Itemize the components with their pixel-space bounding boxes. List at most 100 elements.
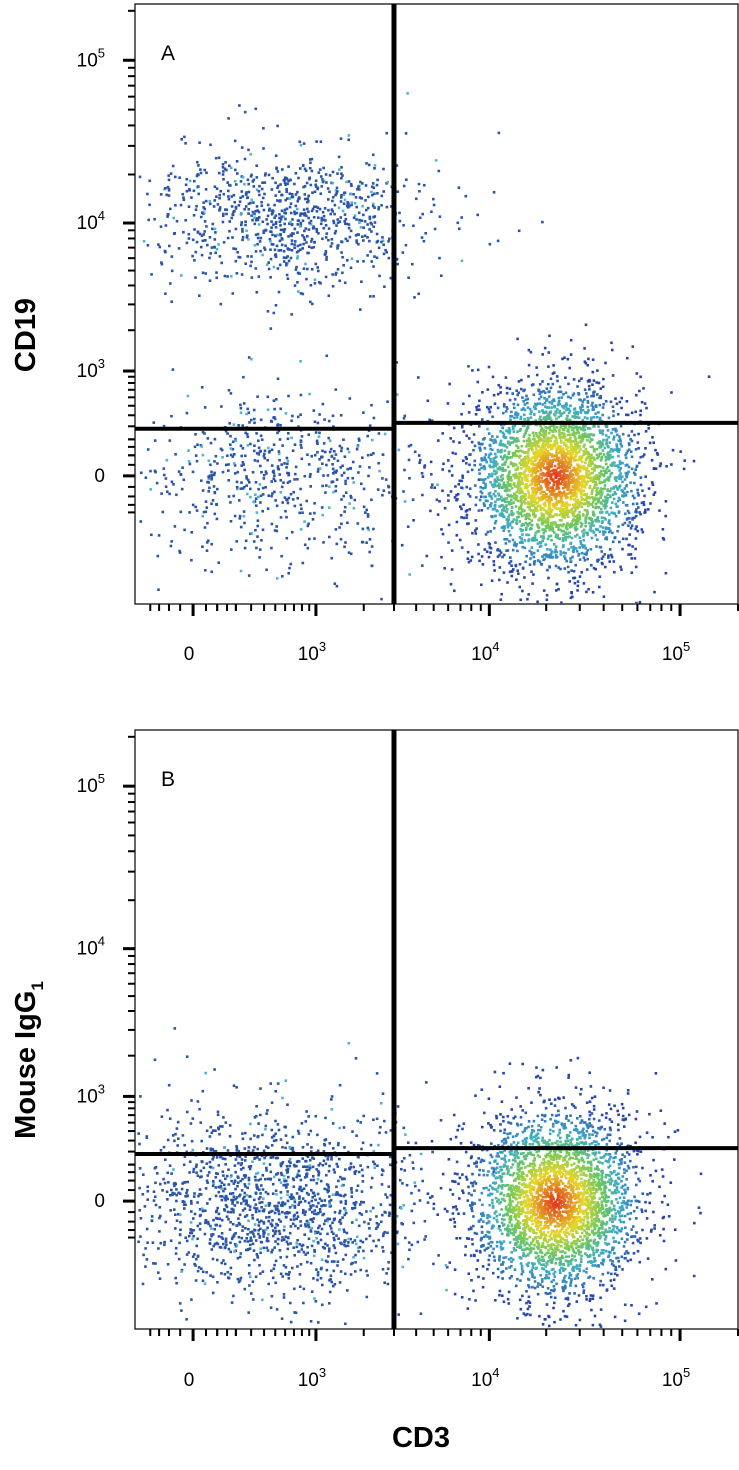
event-point <box>499 512 502 516</box>
event-point <box>302 267 306 270</box>
event-point <box>211 499 215 502</box>
event-point <box>547 413 550 417</box>
event-point <box>370 230 373 233</box>
event-point <box>607 435 610 439</box>
event-point <box>511 441 515 444</box>
event-point <box>279 1164 283 1168</box>
event-point <box>613 512 616 515</box>
event-point <box>227 469 230 472</box>
event-point <box>322 226 326 230</box>
event-point <box>272 443 276 446</box>
event-point <box>335 584 339 588</box>
event-point <box>536 542 540 545</box>
event-point <box>538 504 541 508</box>
event-point <box>566 532 569 536</box>
event-point <box>498 566 502 569</box>
event-point <box>218 171 221 175</box>
event-point <box>267 173 271 177</box>
event-point <box>240 481 243 484</box>
event-point <box>548 462 551 465</box>
event-point <box>250 173 253 177</box>
event-point <box>665 465 668 468</box>
event-point <box>371 182 375 185</box>
event-point <box>443 506 447 510</box>
event-point <box>483 467 486 471</box>
event-point <box>546 510 550 513</box>
event-point <box>596 369 599 372</box>
event-point <box>479 495 483 498</box>
event-point <box>523 576 526 579</box>
event-point <box>588 435 591 439</box>
event-point <box>310 157 314 161</box>
event-point <box>383 432 387 436</box>
event-point <box>575 478 578 481</box>
event-point <box>543 451 547 454</box>
event-point <box>633 433 636 437</box>
event-point <box>401 1182 404 1185</box>
event-point <box>313 453 317 457</box>
event-point <box>589 476 592 480</box>
event-point <box>303 520 306 523</box>
event-point <box>613 464 617 467</box>
event-point <box>267 267 271 271</box>
event-point <box>232 423 236 426</box>
event-point <box>174 1132 177 1136</box>
event-point <box>312 216 316 219</box>
event-point <box>477 543 480 546</box>
event-point <box>541 445 544 448</box>
event-point <box>266 395 270 399</box>
event-point <box>558 447 562 451</box>
event-point <box>334 528 338 531</box>
event-point <box>287 179 290 183</box>
event-point <box>607 455 610 459</box>
event-point <box>582 533 585 536</box>
event-point <box>585 568 589 571</box>
event-point <box>195 240 199 244</box>
event-point <box>593 467 596 470</box>
event-point <box>193 179 196 183</box>
event-point <box>364 184 368 187</box>
event-point <box>295 211 299 215</box>
event-point <box>513 541 516 544</box>
event-point <box>328 439 332 443</box>
event-point <box>288 205 292 209</box>
event-point <box>556 485 560 488</box>
event-point <box>275 504 279 508</box>
event-point <box>574 503 577 506</box>
event-point <box>169 544 173 548</box>
event-point <box>488 543 492 546</box>
event-point <box>461 474 464 478</box>
event-point <box>521 541 524 544</box>
event-point <box>247 1264 251 1267</box>
event-point <box>619 439 622 443</box>
event-point <box>426 399 430 403</box>
event-point <box>389 276 393 280</box>
event-point <box>539 433 542 436</box>
event-point <box>574 426 577 430</box>
event-point <box>166 185 170 189</box>
event-point <box>567 548 570 551</box>
event-point <box>330 208 334 211</box>
event-point <box>295 265 298 269</box>
event-point <box>544 391 547 394</box>
event-point <box>630 430 634 433</box>
event-point <box>589 526 592 530</box>
event-point <box>261 486 265 490</box>
event-point <box>580 466 583 469</box>
event-point <box>357 242 360 246</box>
event-point <box>255 291 259 294</box>
event-point <box>184 183 188 187</box>
event-point <box>519 511 522 514</box>
event-point <box>562 432 566 436</box>
event-point <box>299 292 303 295</box>
event-point <box>331 463 334 466</box>
event-point <box>559 507 563 510</box>
event-point <box>569 436 572 440</box>
event-point <box>164 187 167 190</box>
event-point <box>278 239 282 243</box>
event-point <box>468 495 472 498</box>
event-point <box>155 481 159 485</box>
event-point <box>561 447 565 451</box>
event-point <box>578 445 581 448</box>
event-point <box>492 485 495 489</box>
